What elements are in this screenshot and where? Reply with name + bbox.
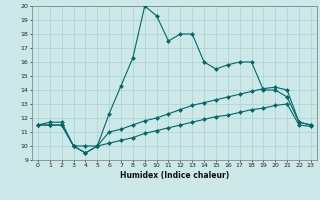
X-axis label: Humidex (Indice chaleur): Humidex (Indice chaleur) [120,171,229,180]
